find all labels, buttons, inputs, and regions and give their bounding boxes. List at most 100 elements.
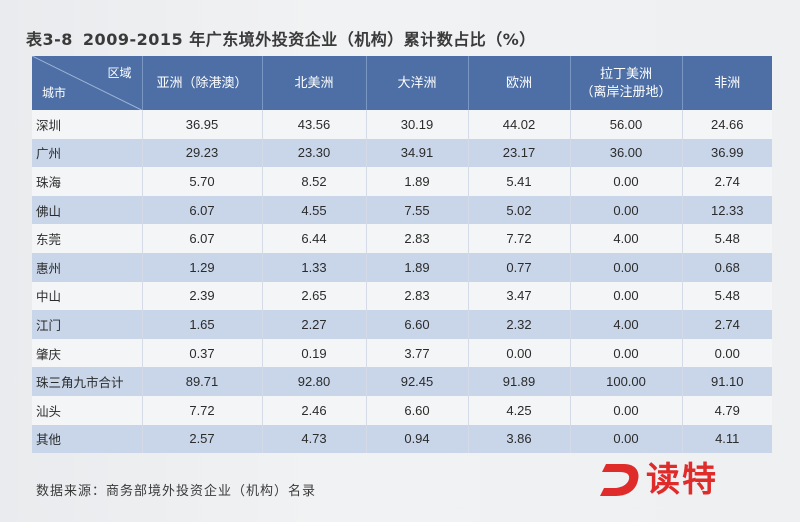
table-row: 肇庆 0.37 0.19 3.77 0.00 0.00 0.00 [32, 338, 772, 368]
value-cell: 2.74 [682, 167, 772, 196]
value-cell: 2.65 [262, 281, 367, 311]
value-cell: 30.19 [366, 110, 469, 139]
city-cell: 珠三角九市合计 [32, 367, 143, 396]
corner-header: 区域 城市 [32, 56, 143, 110]
value-cell: 56.00 [570, 110, 683, 139]
city-cell: 江门 [32, 310, 143, 339]
value-cell: 5.48 [682, 224, 772, 253]
table-body: 深圳 36.95 43.56 30.19 44.02 56.00 24.66 广州 29.23 2… [32, 110, 772, 454]
value-cell: 23.17 [468, 138, 571, 168]
city-cell: 惠州 [32, 252, 143, 282]
value-cell: 5.41 [468, 167, 571, 196]
value-cell: 0.19 [262, 338, 367, 368]
logo-d-icon [600, 464, 639, 496]
value-cell: 0.00 [570, 195, 683, 225]
value-cell: 5.48 [682, 281, 772, 311]
value-cell: 2.83 [366, 224, 469, 253]
table-title-text: 2009-2015 年广东境外投资企业（机构）累计数占比（%） [82, 30, 536, 49]
table-row: 珠三角九市合计 89.71 92.80 92.45 91.89 100.00 91.10 [32, 367, 772, 396]
value-cell: 4.79 [682, 395, 772, 425]
table-row: 东莞 6.07 6.44 2.83 7.72 4.00 5.48 [32, 224, 772, 253]
value-cell: 0.00 [570, 167, 683, 196]
value-cell: 1.29 [142, 252, 263, 282]
value-cell: 2.46 [262, 395, 367, 425]
value-cell: 91.10 [682, 367, 772, 396]
city-cell: 广州 [32, 138, 143, 168]
value-cell: 0.77 [468, 252, 571, 282]
value-cell: 0.37 [142, 338, 263, 368]
source-note: 数据来源：商务部境外投资企业（机构）名录 [36, 484, 317, 499]
table-row: 深圳 36.95 43.56 30.19 44.02 56.00 24.66 [32, 110, 772, 139]
value-cell: 4.55 [262, 195, 367, 225]
data-table: 区域 城市 亚洲（除港澳） 北美洲 大洋洲 欧洲 拉丁美洲 （离岸注册地） 非洲… [32, 56, 772, 454]
value-cell: 2.39 [142, 281, 263, 311]
city-cell: 深圳 [32, 110, 143, 139]
value-cell: 2.74 [682, 310, 772, 339]
column-header: 欧洲 [468, 56, 571, 110]
value-cell: 29.23 [142, 138, 263, 168]
city-cell: 珠海 [32, 167, 143, 196]
value-cell: 92.45 [366, 367, 469, 396]
value-cell: 8.52 [262, 167, 367, 196]
value-cell: 2.83 [366, 281, 469, 311]
value-cell: 4.73 [262, 424, 367, 454]
value-cell: 3.86 [468, 424, 571, 454]
value-cell: 2.27 [262, 310, 367, 339]
table-title: 表3-8 2009-2015 年广东境外投资企业（机构）累计数占比（%） [26, 26, 536, 50]
value-cell: 1.89 [366, 167, 469, 196]
value-cell: 44.02 [468, 110, 571, 139]
value-cell: 4.25 [468, 395, 571, 425]
value-cell: 0.68 [682, 252, 772, 282]
value-cell: 1.89 [366, 252, 469, 282]
table-row: 佛山 6.07 4.55 7.55 5.02 0.00 12.33 [32, 195, 772, 225]
city-cell: 中山 [32, 281, 143, 311]
value-cell: 24.66 [682, 110, 772, 139]
value-cell: 0.00 [570, 338, 683, 368]
value-cell: 89.71 [142, 367, 263, 396]
column-header: 亚洲（除港澳） [142, 56, 263, 110]
column-header: 非洲 [682, 56, 772, 110]
city-cell: 佛山 [32, 195, 143, 225]
city-cell: 肇庆 [32, 338, 143, 368]
value-cell: 23.30 [262, 138, 367, 168]
city-cell: 汕头 [32, 395, 143, 425]
column-header: 北美洲 [262, 56, 367, 110]
table-row: 惠州 1.29 1.33 1.89 0.77 0.00 0.68 [32, 252, 772, 282]
table-row: 中山 2.39 2.65 2.83 3.47 0.00 5.48 [32, 281, 772, 311]
value-cell: 3.77 [366, 338, 469, 368]
value-cell: 1.65 [142, 310, 263, 339]
value-cell: 6.60 [366, 310, 469, 339]
value-cell: 12.33 [682, 195, 772, 225]
corner-region-label: 区域 [107, 66, 132, 80]
value-cell: 34.91 [366, 138, 469, 168]
city-cell: 其他 [32, 424, 143, 454]
table-number: 表3-8 [26, 30, 73, 49]
value-cell: 4.00 [570, 310, 683, 339]
column-header: 拉丁美洲 （离岸注册地） [570, 56, 683, 110]
value-cell: 92.80 [262, 367, 367, 396]
value-cell: 100.00 [570, 367, 683, 396]
value-cell: 0.00 [570, 281, 683, 311]
value-cell: 4.11 [682, 424, 772, 454]
value-cell: 6.60 [366, 395, 469, 425]
header-row: 区域 城市 亚洲（除港澳） 北美洲 大洋洲 欧洲 拉丁美洲 （离岸注册地） 非洲 [32, 56, 772, 110]
value-cell: 2.57 [142, 424, 263, 454]
value-cell: 4.00 [570, 224, 683, 253]
value-cell: 43.56 [262, 110, 367, 139]
value-cell: 6.07 [142, 195, 263, 225]
value-cell: 0.00 [682, 338, 772, 368]
value-cell: 7.72 [142, 395, 263, 425]
value-cell: 5.70 [142, 167, 263, 196]
value-cell: 5.02 [468, 195, 571, 225]
table-row: 其他 2.57 4.73 0.94 3.86 0.00 4.11 [32, 424, 772, 454]
value-cell: 7.72 [468, 224, 571, 253]
table-row: 珠海 5.70 8.52 1.89 5.41 0.00 2.74 [32, 167, 772, 196]
value-cell: 36.99 [682, 138, 772, 168]
value-cell: 6.07 [142, 224, 263, 253]
value-cell: 0.00 [570, 252, 683, 282]
table-row: 江门 1.65 2.27 6.60 2.32 4.00 2.74 [32, 310, 772, 339]
diagonal-line [32, 56, 142, 110]
value-cell: 36.95 [142, 110, 263, 139]
value-cell: 36.00 [570, 138, 683, 168]
